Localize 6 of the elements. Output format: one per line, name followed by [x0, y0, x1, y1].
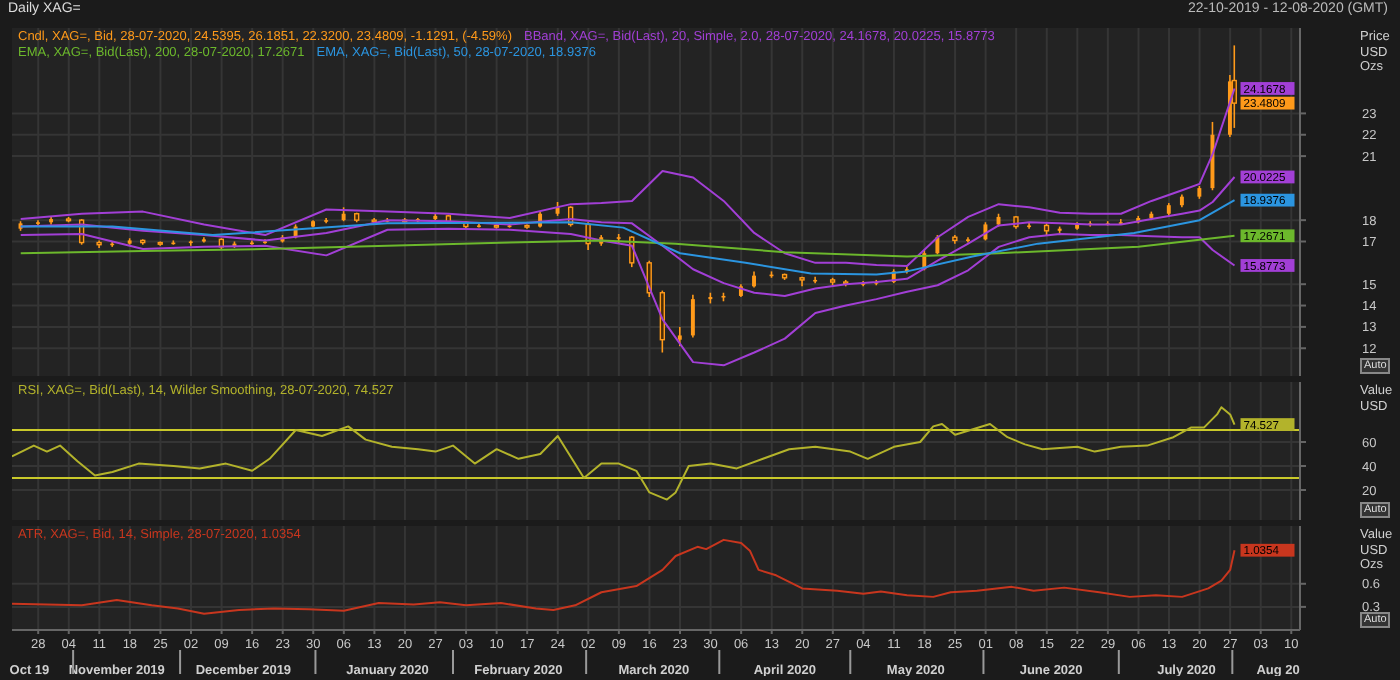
- line-series: [12, 538, 1236, 615]
- candlestick: [677, 326, 682, 347]
- candlestick: [690, 294, 695, 339]
- line-series: [12, 406, 1236, 501]
- line-series: [19, 234, 1236, 258]
- line-series: [19, 199, 1236, 276]
